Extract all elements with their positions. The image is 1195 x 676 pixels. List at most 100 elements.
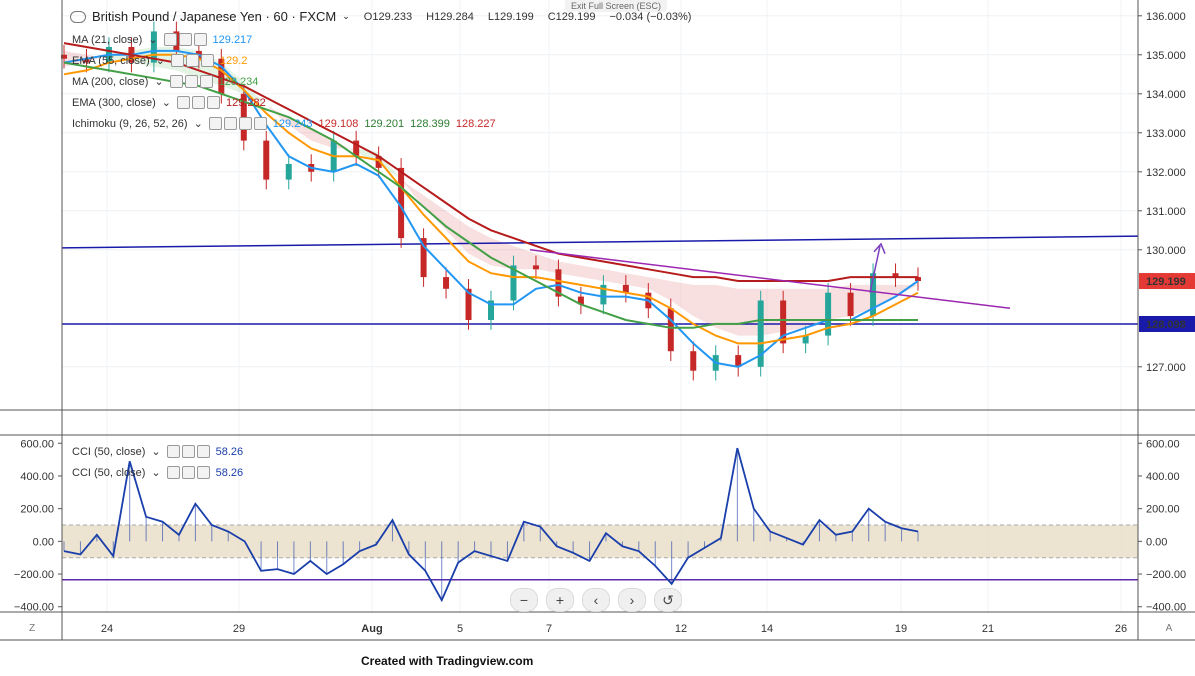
legend-cci-2[interactable]: CCI (50, close) ⌄ 58.26 — [72, 466, 243, 479]
chevron-down-icon[interactable]: ⌄ — [155, 55, 165, 67]
indicator-value: 58.26 — [215, 466, 244, 479]
chevron-down-icon[interactable]: ⌄ — [148, 34, 158, 46]
time-tick-label: 14 — [761, 623, 773, 635]
price-tick-label: 130.000 — [1146, 245, 1186, 257]
time-tick-label: 26 — [1115, 623, 1127, 635]
cloud-segment — [401, 179, 424, 207]
trend-line[interactable] — [529, 242, 1011, 310]
cci-tick-label-left: 0.00 — [33, 536, 54, 548]
candle-body — [83, 58, 90, 63]
indicator-label: MA (21, close) — [72, 33, 143, 46]
cloud-segment — [783, 288, 806, 332]
cloud-segment — [850, 284, 874, 317]
breakout-arrow — [869, 245, 881, 293]
cloud-segment — [805, 288, 829, 328]
price-tick-label: 132.000 — [1146, 167, 1186, 179]
ohlc-open: O129.233 — [363, 10, 413, 23]
indicator-label: MA (200, close) — [72, 75, 149, 88]
chevron-down-icon[interactable]: ⌄ — [161, 97, 171, 109]
timezone-button[interactable]: Z — [28, 622, 36, 634]
current-price-badge — [1139, 273, 1195, 290]
indicator-label: EMA (55, close) — [72, 54, 150, 67]
cci-tick-label: −400.00 — [1146, 602, 1186, 614]
symbol-title[interactable]: British Pound / Japanese Yen · 60 · FXCM — [92, 9, 337, 24]
time-tick-label: 12 — [675, 623, 687, 635]
indicator-buttons[interactable] — [166, 445, 210, 458]
chevron-down-icon[interactable]: ⌄ — [154, 76, 164, 88]
candle-body — [735, 355, 742, 367]
indicator-buttons[interactable] — [170, 54, 214, 67]
candle-body — [847, 292, 854, 317]
indicator-value: 129.108 — [318, 117, 359, 130]
indicator-buttons[interactable] — [166, 466, 210, 479]
ohlc-low: L129.199 — [487, 10, 534, 23]
credit-text: Created with Tradingview.com — [361, 654, 534, 668]
indicator-buttons[interactable] — [169, 75, 213, 88]
legend-ma21[interactable]: MA (21, close) ⌄ 129.217 — [72, 33, 252, 46]
candle-body — [218, 58, 225, 94]
cloud-segment — [670, 281, 694, 317]
chevron-down-icon[interactable]: ⌄ — [193, 118, 203, 130]
candle-body — [667, 308, 674, 352]
scroll-right-button[interactable]: › — [618, 588, 646, 612]
cci-band — [62, 525, 1138, 558]
cloud-segment — [513, 245, 536, 270]
legend-ma200[interactable]: MA (200, close) ⌄ 128.234 — [72, 75, 258, 88]
reset-button[interactable]: ↺ — [654, 588, 682, 612]
cci-tick-label-left: 200.00 — [20, 504, 54, 516]
candle-body — [780, 300, 787, 344]
indicator-buttons[interactable] — [176, 96, 220, 109]
legend-ichimoku[interactable]: Ichimoku (9, 26, 52, 26) ⌄ 129.243 129.1… — [72, 117, 496, 130]
price-tick-label: 127.000 — [1146, 362, 1186, 374]
candle-body — [263, 140, 270, 180]
cloud-segment — [580, 265, 604, 281]
cci-axis[interactable]: 600.00 600.00 400.00 400.00 200.00 200.00 0.00… — [14, 438, 1186, 613]
candle-body — [870, 273, 877, 317]
cloud-segment — [558, 261, 581, 278]
indicator-value: 58.26 — [215, 445, 244, 458]
indicator-value: 129.243 — [272, 117, 313, 130]
cci-tick-label-left: −400.00 — [14, 602, 54, 614]
resistance-line — [61, 235, 1139, 249]
zoom-out-button[interactable]: − — [510, 588, 538, 612]
indicator-buttons[interactable] — [208, 117, 267, 130]
chevron-down-icon[interactable]: ⌄ — [342, 11, 350, 21]
cci-tick-label: 400.00 — [1146, 471, 1180, 483]
indicator-label: CCI (50, close) — [72, 466, 146, 479]
cloud-segment — [873, 284, 896, 309]
legend-cci-1[interactable]: CCI (50, close) ⌄ 58.26 — [72, 445, 243, 458]
candle-body — [353, 140, 360, 157]
exit-fullscreen-button[interactable]: Exit Full Screen (ESC) — [565, 0, 668, 12]
axes — [0, 0, 1195, 641]
indicator-value: 128.399 — [410, 117, 450, 130]
chevron-down-icon[interactable]: ⌄ — [151, 467, 161, 479]
scroll-left-button[interactable]: ‹ — [582, 588, 610, 612]
time-axis[interactable]: 24 29 Aug 5 7 12 14 19 21 26 — [101, 623, 1127, 635]
candle-body — [892, 273, 899, 278]
legend-ema55[interactable]: EMA (55, close) ⌄ 129.2 — [72, 54, 247, 67]
indicator-value: 128.234 — [218, 75, 259, 88]
chevron-down-icon[interactable]: ⌄ — [151, 446, 161, 458]
price-axis[interactable]: 136.000 135.000 134.000 133.000 132.000 131.0… — [1139, 11, 1195, 374]
indicator-value: 128.227 — [455, 117, 496, 130]
time-tick-label: Aug — [361, 623, 382, 635]
auto-scale-button[interactable]: A — [1165, 622, 1173, 634]
candle-body — [757, 300, 764, 367]
cci-tick-label: 0.00 — [1146, 536, 1167, 548]
current-price-label: 129.199 — [1146, 276, 1186, 288]
eye-icon[interactable] — [70, 10, 86, 23]
indicator-buttons[interactable] — [163, 33, 207, 46]
candle-body — [285, 164, 292, 180]
indicator-value: 129.217 — [212, 33, 253, 46]
series-line-3 — [63, 61, 918, 329]
legend-ema300[interactable]: EMA (300, close) ⌄ 129.282 — [72, 96, 266, 109]
horizontal-lines[interactable] — [61, 235, 1139, 325]
grid — [62, 0, 1138, 612]
chart-header: British Pound / Japanese Yen · 60 · FXCM… — [70, 9, 691, 24]
zoom-in-button[interactable]: + — [546, 588, 574, 612]
time-tick-label: 5 — [457, 623, 463, 635]
ohlc-close: C129.199 — [547, 10, 596, 23]
time-tick-label: 19 — [895, 623, 907, 635]
candle-body — [510, 265, 517, 301]
